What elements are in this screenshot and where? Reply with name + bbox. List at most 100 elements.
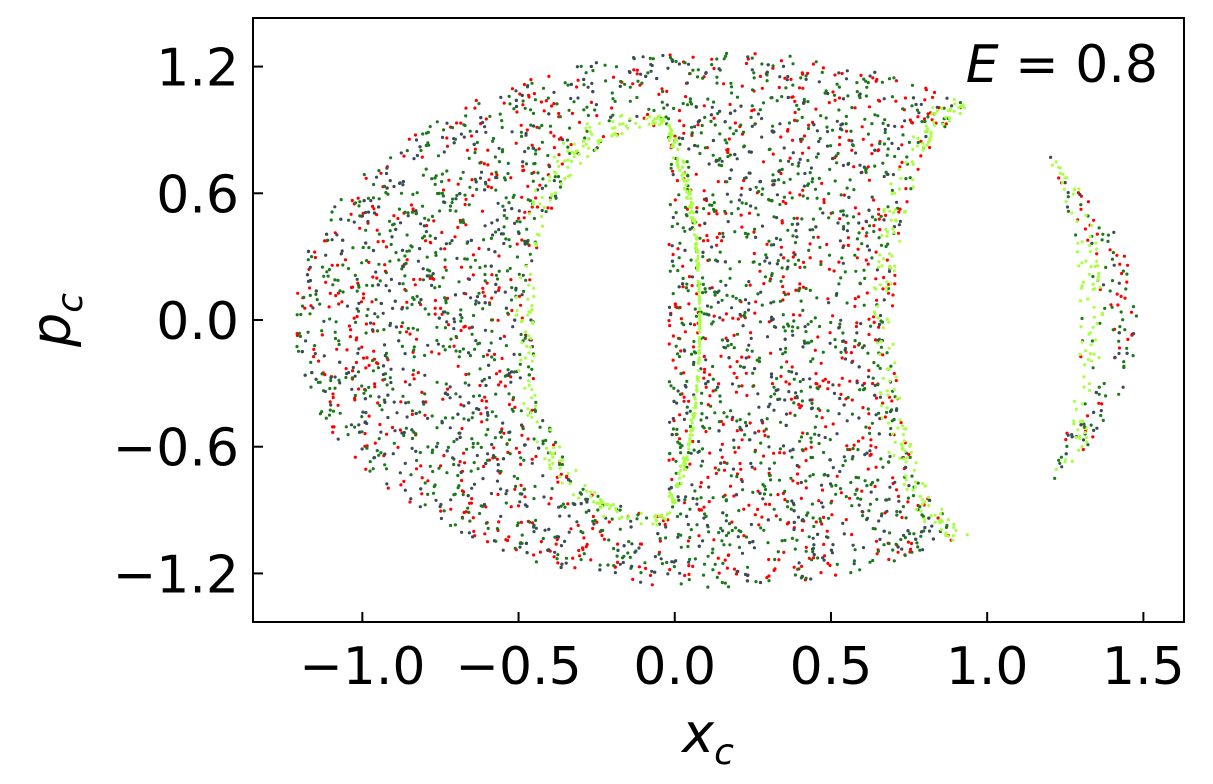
scatter-point xyxy=(739,123,743,127)
scatter-point xyxy=(442,128,446,132)
scatter-point xyxy=(525,504,529,508)
scatter-point xyxy=(915,108,920,112)
scatter-point xyxy=(801,86,805,90)
scatter-point xyxy=(809,166,814,170)
scatter-point xyxy=(804,479,808,483)
scatter-point xyxy=(651,57,655,61)
scatter-point xyxy=(427,218,431,222)
scatter-point xyxy=(1095,232,1099,236)
scatter-point xyxy=(709,113,714,117)
scatter-point xyxy=(557,474,562,479)
scatter-point xyxy=(878,313,883,318)
scatter-point xyxy=(538,550,543,554)
scatter-point xyxy=(909,541,914,546)
scatter-point xyxy=(933,513,937,517)
scatter-point xyxy=(541,474,545,478)
scatter-point xyxy=(823,377,828,381)
scatter-point xyxy=(1078,420,1082,424)
scatter-point xyxy=(683,349,687,353)
scatter-point xyxy=(475,453,479,458)
scatter-point xyxy=(532,437,536,441)
scatter-point xyxy=(532,294,536,299)
scatter-point xyxy=(677,136,681,140)
scatter-point xyxy=(890,254,894,258)
scatter-point xyxy=(526,437,530,441)
scatter-point xyxy=(626,516,630,521)
scatter-point xyxy=(837,412,841,416)
scatter-point xyxy=(670,496,675,500)
scatter-point xyxy=(489,264,493,268)
scatter-point xyxy=(409,497,413,501)
scatter-point xyxy=(751,540,755,544)
scatter-point xyxy=(491,136,496,141)
scatter-point xyxy=(667,132,671,136)
scatter-point xyxy=(491,233,495,237)
scatter-point xyxy=(865,516,870,520)
scatter-point xyxy=(824,116,828,120)
scatter-point xyxy=(859,497,863,501)
scatter-point xyxy=(810,502,815,506)
scatter-point xyxy=(486,526,490,531)
scatter-point xyxy=(459,132,463,136)
scatter-point xyxy=(816,235,820,239)
scatter-point xyxy=(418,145,422,149)
scatter-point xyxy=(349,423,354,427)
scatter-point xyxy=(798,282,802,286)
scatter-point xyxy=(735,376,739,380)
scatter-point xyxy=(853,253,857,257)
scatter-point xyxy=(870,152,874,156)
scatter-point xyxy=(728,267,732,271)
scatter-point xyxy=(900,125,904,129)
scatter-point xyxy=(695,384,699,388)
scatter-point xyxy=(1089,423,1093,427)
scatter-point xyxy=(618,122,622,126)
scatter-point xyxy=(881,161,885,165)
scatter-point xyxy=(900,547,904,551)
scatter-point xyxy=(635,95,639,100)
scatter-point xyxy=(356,351,360,355)
scatter-point xyxy=(887,320,891,324)
scatter-point xyxy=(932,90,937,95)
scatter-point xyxy=(426,492,430,496)
scatter-point xyxy=(1101,418,1105,422)
scatter-point xyxy=(885,280,889,284)
scatter-point xyxy=(526,198,530,202)
scatter-point xyxy=(740,201,744,205)
scatter-point xyxy=(691,439,695,444)
scatter-point xyxy=(1065,176,1069,180)
scatter-point xyxy=(513,405,517,409)
scatter-point xyxy=(313,255,317,260)
scatter-point xyxy=(719,354,723,358)
scatter-point xyxy=(575,520,579,524)
scatter-point xyxy=(544,210,548,214)
scatter-point xyxy=(899,537,903,542)
scatter-point xyxy=(350,376,354,380)
scatter-point xyxy=(333,330,337,334)
scatter-point xyxy=(889,182,893,186)
scatter-point xyxy=(565,138,570,142)
scatter-point xyxy=(790,95,794,99)
scatter-point xyxy=(818,517,822,521)
scatter-point xyxy=(458,395,462,399)
scatter-point xyxy=(552,451,556,455)
scatter-point xyxy=(341,290,345,294)
scatter-point xyxy=(786,74,790,79)
scatter-point xyxy=(766,518,770,522)
scatter-point xyxy=(911,494,916,498)
scatter-point xyxy=(732,346,736,350)
scatter-point xyxy=(415,153,419,158)
scatter-point xyxy=(872,315,876,319)
scatter-point xyxy=(822,198,826,202)
scatter-point xyxy=(402,154,406,158)
scatter-point xyxy=(513,487,517,491)
scatter-point xyxy=(781,444,786,448)
scatter-point xyxy=(883,130,887,135)
scatter-point xyxy=(797,258,801,262)
scatter-point xyxy=(939,512,943,516)
scatter-point xyxy=(803,171,807,176)
scatter-point xyxy=(314,377,318,381)
scatter-point xyxy=(806,100,810,104)
scatter-point xyxy=(563,159,567,163)
scatter-point xyxy=(882,275,886,280)
scatter-point xyxy=(373,312,377,316)
